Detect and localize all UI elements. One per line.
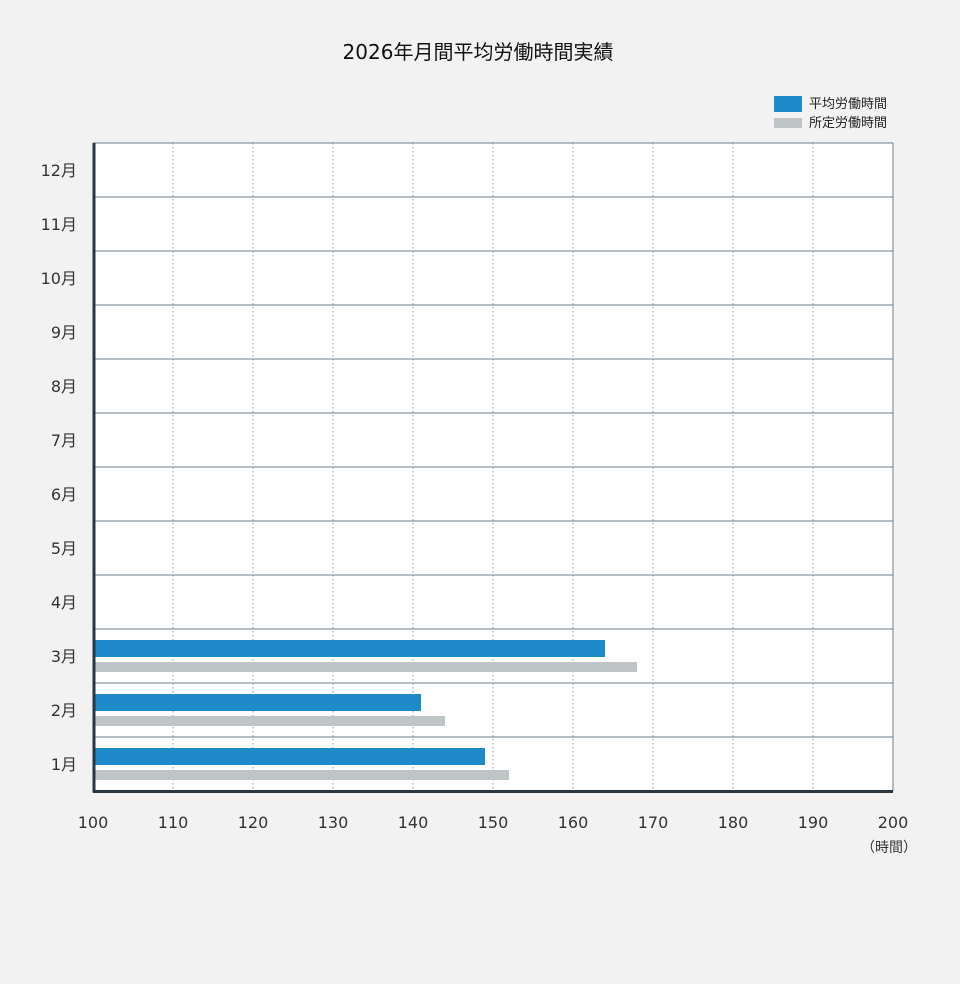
bar-series-2 <box>93 770 509 780</box>
bar-series-2 <box>93 662 637 672</box>
y-tick-label: 4月 <box>51 593 77 612</box>
x-tick-label: 150 <box>478 813 509 832</box>
axes <box>92 143 893 793</box>
x-tick-label: 160 <box>558 813 589 832</box>
y-tick-label: 7月 <box>51 431 77 450</box>
x-tick-label: 140 <box>398 813 429 832</box>
y-tick-label: 9月 <box>51 323 77 342</box>
y-tick-label: 12月 <box>41 161 77 180</box>
y-tick-label: 6月 <box>51 485 77 504</box>
x-tick-labels: 100 110 120 130 140 150 160 170 180 190 200 <box>78 813 909 832</box>
y-tick-label: 8月 <box>51 377 77 396</box>
legend-swatch-series-1 <box>774 96 802 112</box>
legend-swatch-series-2 <box>774 118 802 128</box>
chart-title: 2026年月間平均労働時間実績 <box>343 40 614 64</box>
legend-label-series-1: 平均労働時間 <box>809 97 887 112</box>
bar-series-1 <box>93 640 605 657</box>
y-tick-label: 5月 <box>51 539 77 558</box>
y-tick-label: 10月 <box>41 269 77 288</box>
legend-label-series-2: 所定労働時間 <box>809 116 887 131</box>
x-tick-label: 190 <box>798 813 829 832</box>
x-axis-unit-label: （時間） <box>861 840 917 856</box>
bar-series-1 <box>93 748 485 765</box>
legend: 平均労働時間 所定労働時間 <box>774 96 887 131</box>
x-tick-label: 110 <box>158 813 189 832</box>
x-tick-label: 100 <box>78 813 109 832</box>
x-tick-label: 130 <box>318 813 349 832</box>
x-tick-label: 170 <box>638 813 669 832</box>
y-tick-label: 2月 <box>51 701 77 720</box>
y-tick-label: 1月 <box>51 755 77 774</box>
bars <box>93 640 637 780</box>
bar-series-1 <box>93 694 421 711</box>
y-tick-label: 11月 <box>41 215 77 234</box>
bar-series-2 <box>93 716 445 726</box>
y-tick-labels: 1月 2月 3月 4月 5月 6月 7月 8月 9月 10月 11月 12月 <box>41 161 77 774</box>
x-tick-label: 200 <box>878 813 909 832</box>
x-tick-label: 120 <box>238 813 269 832</box>
x-tick-label: 180 <box>718 813 749 832</box>
y-tick-label: 3月 <box>51 647 77 666</box>
